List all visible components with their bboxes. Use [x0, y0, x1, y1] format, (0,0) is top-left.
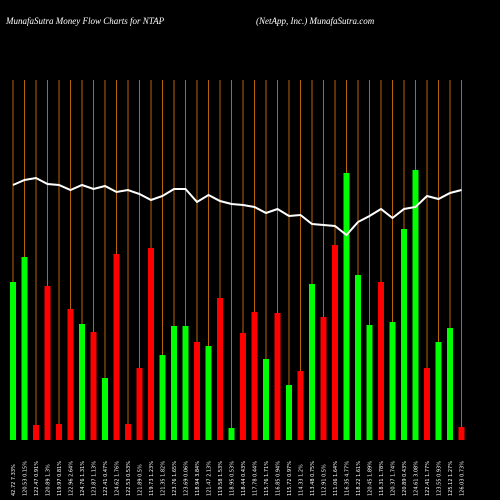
- bar: [320, 317, 327, 440]
- x-tick-label: 121.89 0.5%: [138, 464, 144, 496]
- chart-subtitle: (NetApp, Inc.) MunafaSutra.com: [256, 16, 375, 26]
- x-tick-label: 118.22 1.61%: [356, 461, 362, 496]
- bar: [21, 257, 28, 440]
- bar: [217, 298, 223, 440]
- x-tick-label: 121.35 1.82%: [161, 461, 167, 496]
- bar: [366, 325, 373, 440]
- x-tick-label: 124.62 1.76%: [115, 461, 121, 496]
- bar: [194, 342, 200, 440]
- x-tick-label: 118.95 0.53%: [230, 461, 236, 496]
- x-tick-label: 116.35 4.77%: [345, 461, 351, 496]
- bar: [159, 355, 166, 440]
- x-tick-label: 121.47 2.13%: [207, 461, 213, 496]
- x-tick-label: 122.47 0.91%: [34, 461, 40, 496]
- bar: [309, 284, 315, 440]
- x-tick-label: 123.76 1.65%: [172, 461, 178, 496]
- bar: [343, 173, 350, 440]
- x-tick-label: 124.76 1.31%: [80, 461, 86, 496]
- bar: [378, 282, 384, 440]
- bar: [171, 326, 177, 440]
- bar: [401, 229, 407, 440]
- bar: [10, 282, 16, 440]
- bar: [251, 312, 258, 440]
- bar: [113, 254, 120, 440]
- x-tick-label: 116.85 0.94%: [276, 461, 282, 496]
- x-tick-label: 119.58 1.53%: [218, 461, 224, 496]
- x-tick-label: 126.03 0.73%: [460, 461, 466, 496]
- bar: [297, 371, 304, 440]
- x-tick-label: 118.94 3.84%: [195, 461, 201, 496]
- bar: [274, 313, 281, 440]
- x-tick-label: 120.45 1.89%: [368, 461, 374, 496]
- bar: [102, 378, 108, 440]
- x-tick-label: 120.37 1.74%: [391, 461, 397, 496]
- x-tick-label: 115.76 1.71%: [264, 461, 270, 496]
- x-tick-label: 119.73 1.23%: [149, 461, 155, 496]
- x-tick-label: 124.61 3.08%: [414, 461, 420, 496]
- bar: [412, 170, 419, 440]
- x-tick-label: 120.53 0.15%: [23, 461, 29, 496]
- x-tick-label: 115.72 0.97%: [287, 461, 293, 496]
- bar: [136, 368, 143, 440]
- bar: [44, 286, 51, 440]
- bar: [148, 248, 154, 440]
- bar: [447, 328, 453, 440]
- bar: [286, 385, 292, 440]
- x-tick-label: 118.44 0.43%: [241, 461, 247, 496]
- x-tick-label: 111.06 1.64%: [333, 461, 339, 496]
- bar: [435, 342, 442, 440]
- money-flow-line: [12, 176, 462, 237]
- x-tick-label: 114.33 1.2%: [299, 464, 305, 496]
- bar: [67, 309, 74, 440]
- x-tick-label: 123.87 1.13%: [92, 461, 98, 496]
- x-tick-label: 122.53 0.53%: [126, 461, 132, 496]
- x-tick-label: 123.69 0.06%: [184, 461, 190, 496]
- x-tick-label: 120.89 1.3%: [46, 464, 52, 496]
- bar: [355, 275, 361, 440]
- bar: [263, 359, 269, 440]
- x-tick-label: 122.41 1.77%: [425, 461, 431, 496]
- x-tick-label: 122.96 2.64%: [69, 461, 75, 496]
- bar: [182, 326, 189, 440]
- x-tick-label: 123.55 0.93%: [437, 461, 443, 496]
- bar: [33, 425, 39, 440]
- x-tick-label: 125.12 1.27%: [448, 461, 454, 496]
- bar: [458, 427, 465, 440]
- x-tick-label: 122.41 0.47%: [103, 461, 109, 496]
- bar: [79, 324, 85, 440]
- bar: [332, 245, 338, 440]
- x-tick-label: 119.97 0.81%: [57, 461, 63, 496]
- bar: [56, 424, 62, 440]
- bar: [205, 346, 212, 440]
- bar: [228, 428, 235, 440]
- bar: [389, 322, 396, 440]
- bar: [424, 368, 430, 440]
- x-tick-label: 42.72 7.33%: [11, 464, 17, 496]
- x-tick-label: 113.48 0.75%: [310, 461, 316, 496]
- x-tick-label: 118.31 1.78%: [379, 461, 385, 496]
- bar: [125, 424, 131, 440]
- bar: [90, 332, 97, 440]
- x-tick-label: 120.89 0.43%: [402, 461, 408, 496]
- bar: [240, 333, 246, 440]
- x-tick-label: 112.91 0.5%: [322, 464, 328, 496]
- chart-title: MunafaSutra Money Flow Charts for NTAP: [5, 16, 165, 26]
- x-tick-label: 117.78 0.44%: [253, 461, 259, 496]
